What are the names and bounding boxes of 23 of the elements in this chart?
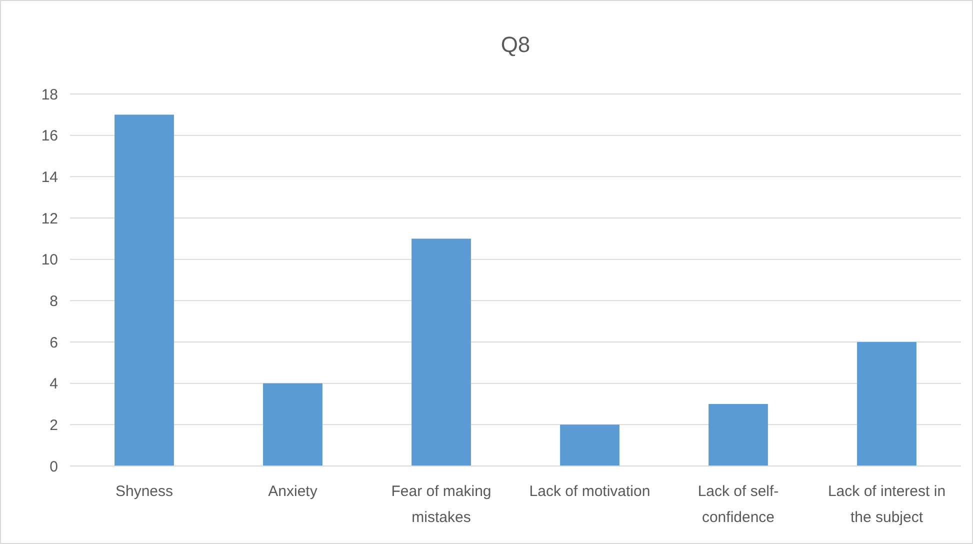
y-tick-label: 4 (50, 376, 58, 393)
chart-title: Q8 (500, 32, 530, 57)
x-tick-label: Shyness (115, 483, 174, 500)
y-tick-label: 14 (41, 168, 58, 186)
y-tick-label: 0 (50, 458, 58, 476)
y-tick-label: 8 (50, 292, 58, 310)
y-tick-label: 2 (50, 416, 58, 434)
y-tick-label: 10 (41, 252, 58, 269)
x-tick-label: Lack of self-confidence (698, 483, 779, 526)
bar (708, 404, 768, 466)
x-tick-label: Anxiety (268, 483, 318, 500)
bar (857, 342, 916, 466)
bar (412, 238, 471, 466)
y-tick-label: 18 (41, 86, 58, 104)
x-tick-label: Fear of making mistakes (391, 483, 492, 526)
bar (114, 114, 174, 466)
bar (560, 424, 620, 466)
x-tick-label: Lack of interest in the subject (828, 483, 946, 526)
bar (263, 383, 322, 466)
y-tick-label: 6 (50, 334, 58, 352)
y-tick-label: 16 (41, 128, 58, 145)
y-tick-label: 12 (41, 210, 58, 228)
x-tick-label: Lack of motivation (529, 483, 650, 500)
